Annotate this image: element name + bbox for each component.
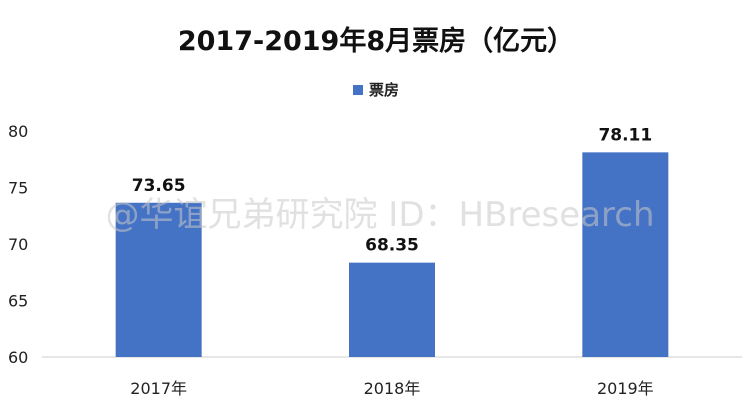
y-tick-label: 60 — [8, 348, 28, 367]
bar — [582, 152, 669, 357]
data-label: 78.11 — [598, 125, 652, 145]
data-labels: 73.65 68.35 78.11 — [132, 125, 652, 255]
x-tick-label: 2018年 — [364, 379, 421, 398]
x-axis: 2017年 2018年 2019年 — [130, 379, 653, 398]
y-tick-label: 70 — [8, 235, 28, 254]
y-tick-label: 80 — [8, 122, 28, 141]
watermark: @华谊兄弟研究院 ID：HBresearch — [106, 195, 655, 235]
x-tick-label: 2017年 — [130, 379, 187, 398]
legend: 票房 — [353, 81, 399, 99]
data-label: 68.35 — [365, 236, 419, 256]
y-axis: 60 65 70 75 80 — [8, 122, 28, 367]
bars — [115, 152, 669, 357]
chart-title: 2017-2019年8月票房（亿元） — [178, 25, 574, 57]
bar — [349, 262, 435, 357]
x-tick-label: 2019年 — [597, 379, 654, 398]
legend-swatch — [353, 85, 363, 95]
y-tick-label: 65 — [8, 292, 28, 311]
bar — [115, 202, 202, 357]
data-label: 73.65 — [132, 176, 186, 196]
legend-label: 票房 — [369, 81, 399, 99]
y-tick-label: 75 — [8, 179, 28, 198]
